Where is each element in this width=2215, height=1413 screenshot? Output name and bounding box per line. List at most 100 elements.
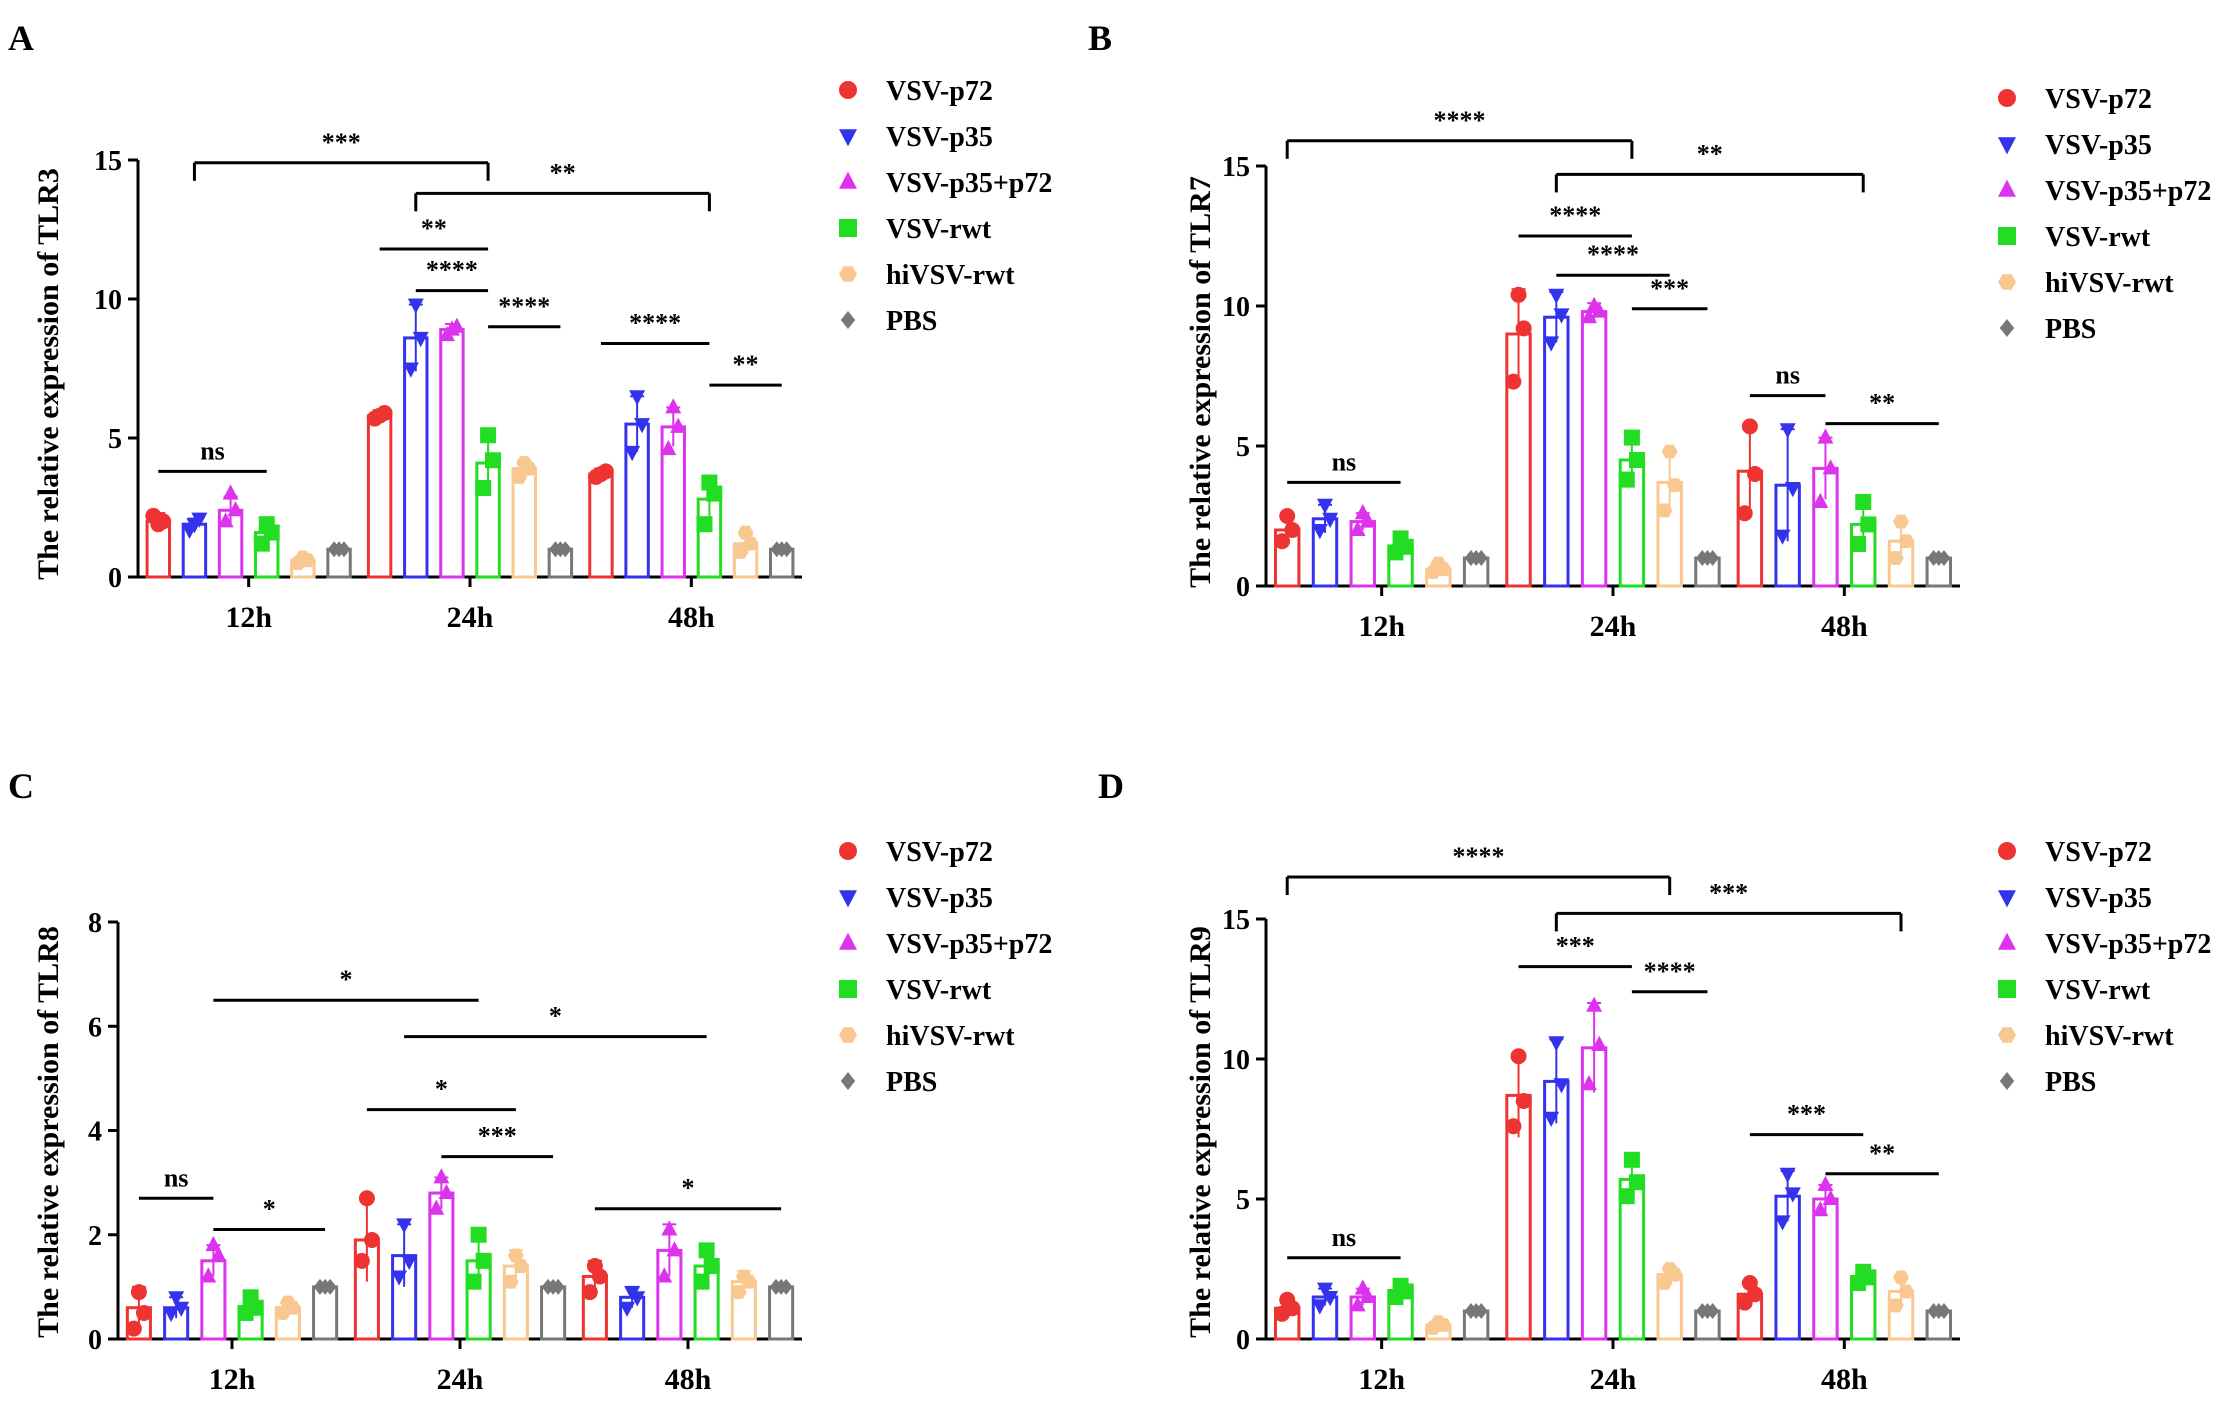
legend-marker <box>840 311 856 329</box>
legend-marker <box>1998 89 2016 107</box>
data-point <box>242 1289 259 1306</box>
data-point <box>135 1304 152 1321</box>
legend-marker <box>1999 1072 2015 1090</box>
data-point <box>553 541 567 558</box>
panel-c-legend: VSV-p72 VSV-p35 VSV-p35+p72 VSV-rwt hiVSV-rw… <box>839 837 1052 1098</box>
significance-label: *** <box>1556 932 1595 961</box>
data-point <box>1822 1189 1839 1205</box>
bar <box>439 328 465 579</box>
legend-marker <box>839 81 857 99</box>
data-point <box>1311 524 1328 540</box>
data-point <box>1779 423 1796 439</box>
data-point <box>634 418 651 434</box>
legend-label: VSV-p35+p72 <box>886 168 1052 199</box>
bar <box>588 472 614 579</box>
significance-label: *** <box>1650 274 1689 303</box>
legend-marker <box>839 932 857 950</box>
legend-marker <box>1998 890 2016 908</box>
data-point <box>227 501 244 517</box>
legend-label: hiVSV-rwt <box>886 260 1015 291</box>
y-tick-label: 4 <box>88 1117 102 1148</box>
data-point <box>502 1274 519 1289</box>
data-point <box>666 1241 683 1257</box>
legend-label: VSV-p72 <box>2045 837 2152 868</box>
x-tick-label: 12h <box>1358 610 1405 643</box>
data-point <box>1747 466 1764 482</box>
data-point <box>1591 1035 1608 1051</box>
panel-b-ylabel: The relative expression of TLR7 <box>1184 176 1217 588</box>
panel-b-label: B <box>1088 18 1112 58</box>
data-point <box>546 1278 560 1295</box>
data-point <box>412 331 429 348</box>
data-point <box>1359 1287 1376 1303</box>
data-point <box>1548 288 1565 304</box>
data-point <box>735 1269 752 1284</box>
data-point <box>774 1278 788 1295</box>
data-point <box>428 1199 445 1215</box>
legend-marker <box>1998 274 2016 290</box>
data-point <box>1543 336 1560 352</box>
x-tick-label: 24h <box>1590 1363 1637 1396</box>
data-point <box>703 1258 720 1275</box>
significance-label: **** <box>629 308 681 337</box>
legend-marker <box>1998 842 2016 860</box>
data-point <box>1629 452 1646 468</box>
data-point <box>696 516 713 533</box>
data-point <box>205 1235 222 1252</box>
data-point <box>1656 1276 1673 1290</box>
bar <box>1543 315 1570 588</box>
data-point <box>665 398 682 414</box>
x-tick-label: 48h <box>668 601 715 634</box>
x-tick-label: 48h <box>665 1363 712 1396</box>
data-point <box>629 390 646 406</box>
y-tick-label: 10 <box>1222 1045 1250 1076</box>
data-point <box>730 1285 747 1300</box>
data-point <box>512 1259 529 1273</box>
data-point <box>1392 530 1409 547</box>
legend-marker <box>839 890 857 908</box>
data-point <box>1469 550 1483 566</box>
data-point <box>1274 533 1291 550</box>
legend-label: VSV-p35 <box>886 883 993 914</box>
data-point <box>1469 1303 1483 1319</box>
data-point <box>1893 514 1910 529</box>
legend-label: hiVSV-rwt <box>886 1021 1015 1052</box>
data-point <box>1774 529 1791 545</box>
data-point <box>1661 1262 1678 1276</box>
data-point <box>371 407 388 424</box>
data-point <box>1860 516 1877 533</box>
data-point <box>1855 1263 1872 1280</box>
data-point <box>1586 996 1603 1012</box>
y-tick-label: 6 <box>88 1012 102 1043</box>
significance-label: ns <box>1332 447 1357 476</box>
data-point <box>1932 550 1946 566</box>
significance-label: ** <box>733 350 759 379</box>
data-point <box>1515 320 1532 337</box>
data-point <box>294 550 311 565</box>
data-point <box>661 1220 678 1236</box>
significance-label: **** <box>1549 201 1601 230</box>
legend-marker <box>840 1072 856 1090</box>
data-point <box>1580 308 1597 324</box>
legend-marker <box>1999 319 2015 337</box>
y-tick-label: 5 <box>1236 1185 1250 1216</box>
significance-label: * <box>340 965 353 994</box>
significance-label: *** <box>1709 878 1748 907</box>
data-point <box>1322 512 1339 528</box>
data-point <box>363 1231 380 1248</box>
data-point <box>1505 373 1522 390</box>
legend-label: PBS <box>2045 314 2096 345</box>
legend-marker <box>1998 1027 2016 1043</box>
data-point <box>1898 1284 1915 1299</box>
data-point <box>581 1284 598 1301</box>
legend-label: VSV-p35+p72 <box>2045 929 2211 960</box>
data-point <box>1850 536 1867 552</box>
data-point <box>358 1190 375 1207</box>
legend-label: VSV-p72 <box>886 76 993 107</box>
data-point <box>656 1267 673 1283</box>
significance-label: **** <box>498 292 550 321</box>
data-point <box>511 469 528 484</box>
data-point <box>1666 478 1683 493</box>
data-point <box>200 1267 217 1283</box>
panel-b: B The relative expression of TLR7 0 5 10 15… <box>1088 18 2211 643</box>
